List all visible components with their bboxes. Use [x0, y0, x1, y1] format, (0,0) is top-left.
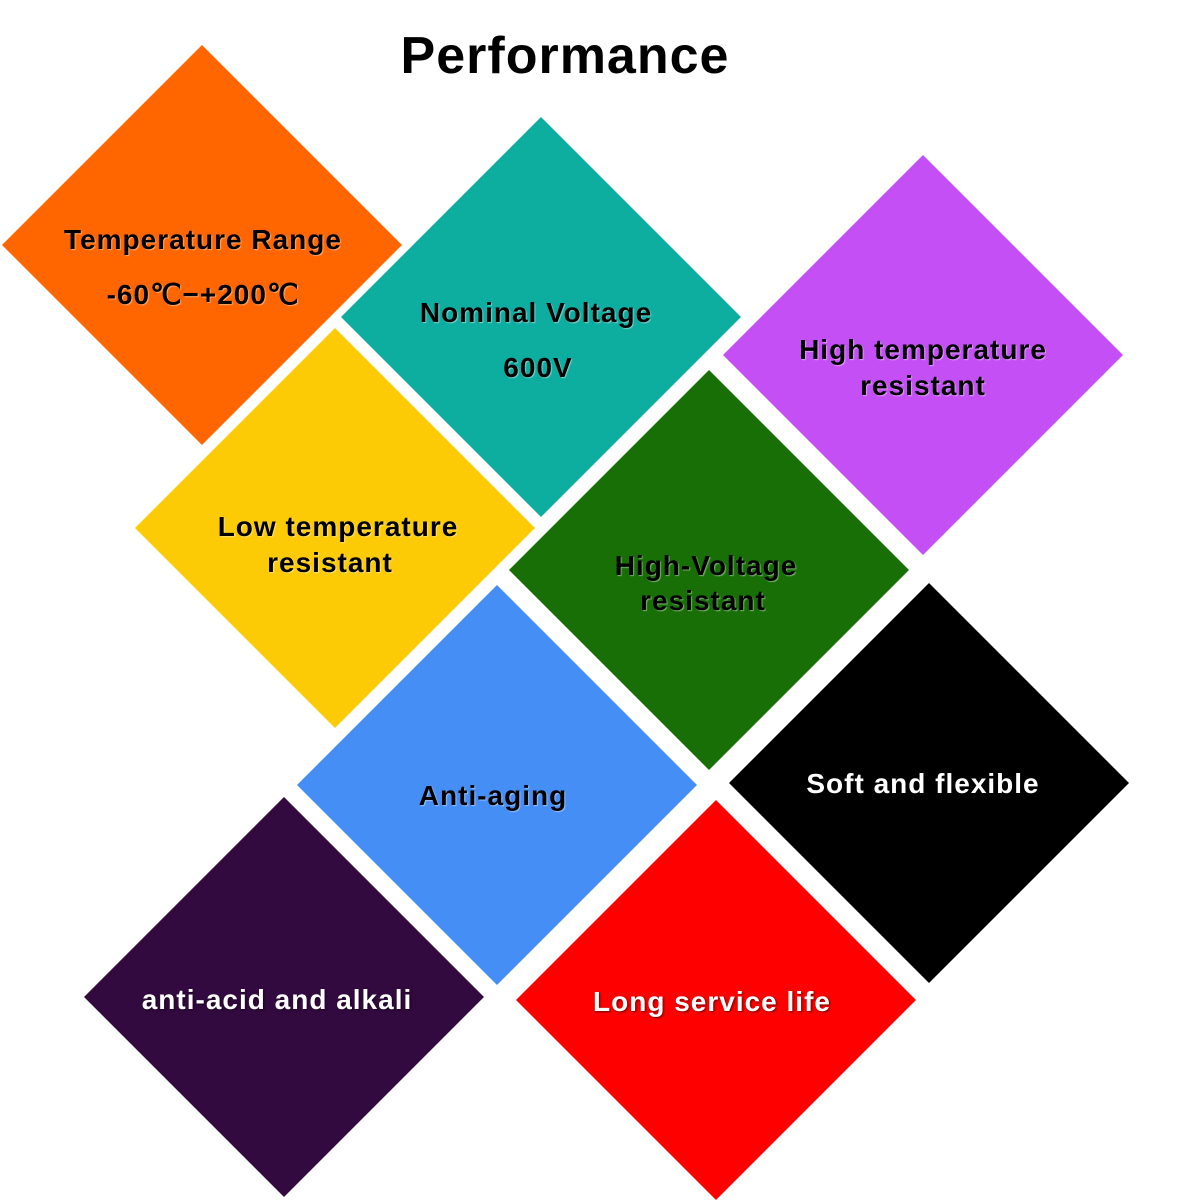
- page-title: Performance: [400, 27, 730, 85]
- diamond-tile-anti-acid-alkali: [84, 797, 484, 1197]
- diamond-tile-low-temperature: [135, 328, 535, 728]
- tile-label-anti-aging: Anti-aging: [418, 780, 568, 811]
- tile-label-anti-acid-alkali: anti-acid and alkali: [141, 984, 413, 1015]
- tile-label-high-voltage-line1: High-Voltage: [614, 550, 798, 581]
- tile-value-temperature-range: -60℃−+200℃: [106, 279, 300, 310]
- tile-label-soft-flexible: Soft and flexible: [806, 768, 1040, 799]
- diamond-tile-long-service-life: [516, 800, 916, 1200]
- tile-label-high-voltage-line2: resistant: [640, 585, 766, 616]
- diamond-tile-high-temperature: [723, 155, 1123, 555]
- diamond-tile-nominal-voltage: [341, 117, 741, 517]
- tile-label-high-temp-line2: resistant: [860, 370, 986, 401]
- diamond-tile-soft-flexible: [729, 583, 1129, 983]
- tile-label-high-temp-line1: High temperature: [799, 334, 1047, 365]
- diamond-tile-temperature-range: [2, 45, 402, 445]
- diamond-tile-high-voltage: [509, 370, 909, 770]
- tile-label-temperature-range: Temperature Range: [64, 224, 342, 255]
- tile-label-nominal-voltage: Nominal Voltage: [419, 297, 653, 328]
- tile-value-nominal-voltage: 600V: [503, 352, 573, 383]
- diamond-tile-anti-aging: [297, 585, 697, 985]
- tile-label-low-temp-line1: Low temperature: [217, 511, 459, 542]
- tile-label-long-service-life: Long service life: [593, 986, 831, 1017]
- tile-label-low-temp-line2: resistant: [267, 547, 393, 578]
